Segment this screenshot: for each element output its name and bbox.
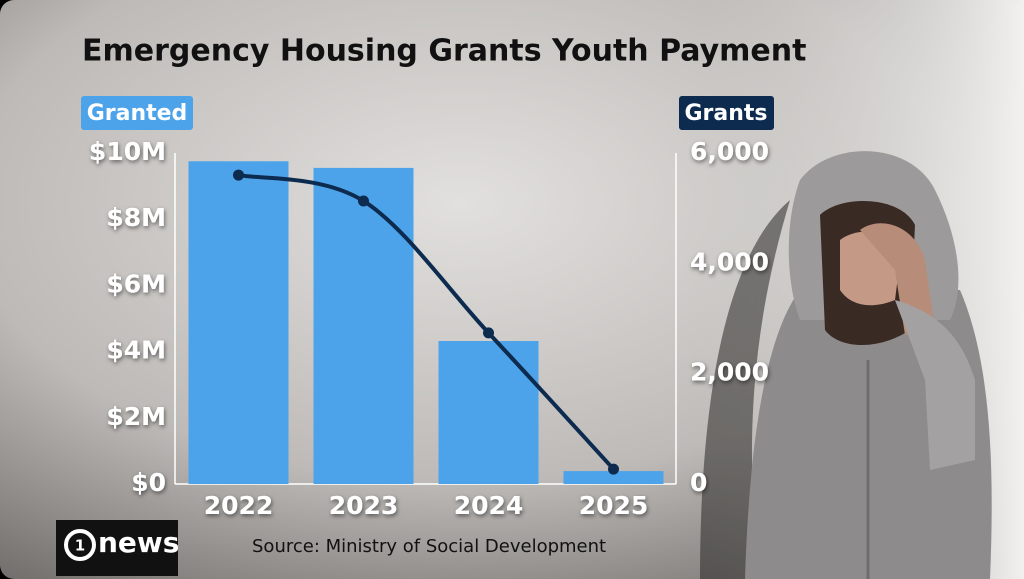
y-tick-label: $6M bbox=[106, 269, 166, 298]
y2-axis-badge bbox=[679, 96, 774, 130]
y-tick-label: $8M bbox=[106, 203, 166, 232]
x-tick-label: 2025 bbox=[579, 491, 649, 520]
y2-axis-label: Grants bbox=[684, 101, 767, 126]
chart-title: Emergency Housing Grants Youth Payment bbox=[82, 34, 806, 69]
line-point bbox=[358, 195, 369, 207]
line bbox=[238, 173, 615, 471]
x-tick-label: 2023 bbox=[329, 491, 399, 520]
y2-tick-label: 2,000 bbox=[690, 358, 769, 387]
y-tick-label: $0 bbox=[131, 468, 166, 497]
x-tick-label: 2022 bbox=[204, 491, 274, 520]
y-axis-badge bbox=[81, 96, 193, 130]
logo-ring bbox=[64, 529, 96, 561]
bar bbox=[438, 341, 539, 484]
y-tick-label: $2M bbox=[106, 402, 166, 431]
line-point bbox=[233, 169, 244, 181]
logo-box bbox=[56, 520, 178, 576]
bar bbox=[188, 161, 289, 484]
y2-tick-label: 6,000 bbox=[690, 137, 769, 166]
line-point bbox=[608, 463, 619, 475]
y-tick-label: $10M bbox=[89, 137, 166, 166]
y2-tick-label: 0 bbox=[690, 468, 707, 497]
y-tick-label: $4M bbox=[106, 336, 166, 365]
bar bbox=[313, 167, 414, 484]
bar bbox=[563, 471, 664, 484]
source: Source: Ministry of Social Development bbox=[252, 536, 606, 557]
x-tick-label: 2024 bbox=[454, 491, 524, 520]
logo-text: news bbox=[98, 526, 179, 559]
line-point bbox=[483, 327, 494, 339]
photo-figure bbox=[700, 151, 992, 579]
logo-number: 1 bbox=[75, 537, 85, 555]
y-axis-label: Granted bbox=[87, 101, 188, 126]
y2-tick-label: 4,000 bbox=[690, 247, 769, 276]
